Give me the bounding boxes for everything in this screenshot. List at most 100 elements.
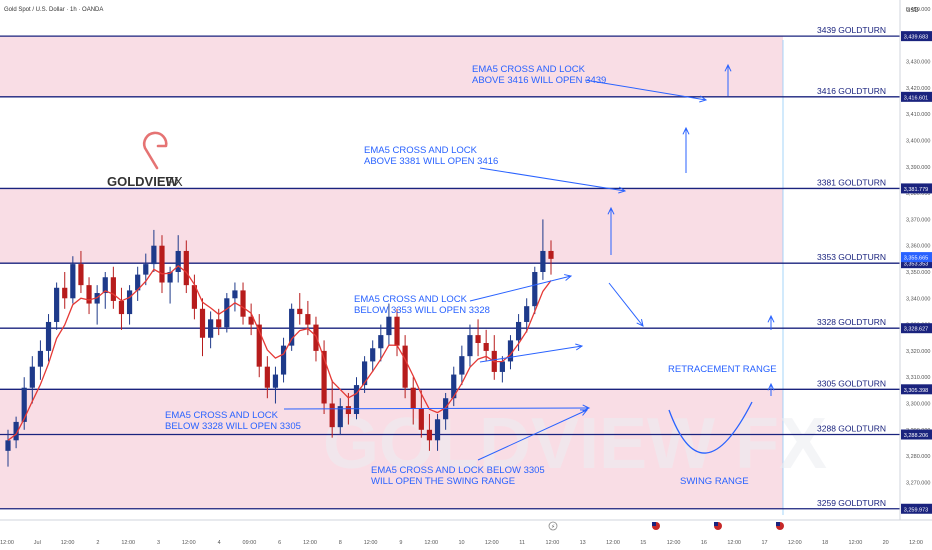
annotation-text: WILL OPEN THE SWING RANGE xyxy=(371,476,515,487)
annotation-text: SWING RANGE xyxy=(680,476,749,487)
arrow xyxy=(607,206,615,255)
x-tick-label: 12:00 xyxy=(727,540,741,546)
arrow-head xyxy=(767,314,775,323)
y-tick-label: 3,350.000 xyxy=(906,270,930,276)
candle-body xyxy=(361,361,368,386)
candle xyxy=(507,335,514,370)
level-label: 3416 GOLDTURN xyxy=(817,86,886,96)
y-tick-label: 3,420.000 xyxy=(906,86,930,92)
candle-body xyxy=(151,245,157,265)
x-tick-label: 12:00 xyxy=(849,540,863,546)
us-flag-icon[interactable] xyxy=(714,522,722,530)
zone-band xyxy=(0,36,783,97)
x-tick-label: 09:00 xyxy=(243,540,257,546)
logo-g-icon xyxy=(142,131,168,170)
candle xyxy=(361,356,368,393)
x-tick-label: 15 xyxy=(640,540,646,546)
us-flag-icon[interactable] xyxy=(776,522,784,530)
arrow xyxy=(608,282,644,327)
candle xyxy=(240,282,246,325)
x-tick-label: 12:00 xyxy=(546,540,560,546)
candle xyxy=(191,274,198,320)
level-label: 3259 GOLDTURN xyxy=(817,498,886,508)
arrow xyxy=(767,314,775,330)
candle xyxy=(78,250,84,294)
candle-body xyxy=(507,340,514,362)
candle-body xyxy=(532,271,538,307)
candle xyxy=(232,282,238,312)
candle-body xyxy=(280,345,287,375)
candle xyxy=(216,308,222,336)
candle-body xyxy=(272,374,279,388)
annotation-text: ABOVE 3416 WILL OPEN 3439 xyxy=(472,75,606,86)
candle xyxy=(451,366,457,407)
x-tick-label: 12:00 xyxy=(424,540,438,546)
candle xyxy=(183,240,189,294)
candle-body xyxy=(135,274,141,291)
candle xyxy=(45,314,52,362)
arrow-head xyxy=(575,343,584,351)
candle xyxy=(337,398,343,436)
candle-body xyxy=(248,316,254,325)
candle xyxy=(353,377,360,420)
candle xyxy=(175,235,181,283)
x-tick-label: 3 xyxy=(157,540,160,546)
candle-body xyxy=(264,366,270,388)
candle-body xyxy=(54,287,60,322)
level-label: 3288 GOLDTURN xyxy=(817,424,886,434)
y-tick-label: 3,310.000 xyxy=(906,375,930,381)
arrow xyxy=(479,343,584,363)
annotation-text: EMA5 CROSS AND LOCK xyxy=(354,294,468,305)
candle-body xyxy=(329,403,335,428)
y-tick-label: 3,400.000 xyxy=(906,138,930,144)
candle xyxy=(386,303,392,346)
candle xyxy=(370,340,376,372)
candle-body xyxy=(240,290,246,317)
x-tick-label: 20 xyxy=(883,540,889,546)
arrow xyxy=(767,382,775,396)
candle-body xyxy=(256,324,262,367)
candle xyxy=(224,293,230,333)
candle-body xyxy=(118,300,125,315)
candle-body xyxy=(29,366,35,388)
candle-body xyxy=(548,250,554,259)
level-axis-badge xyxy=(901,91,932,102)
arrow-shaft xyxy=(479,345,583,363)
price-axis[interactable]: USD 3,260.0003,270.0003,280.0003,290.000… xyxy=(899,0,932,520)
candle xyxy=(418,390,424,438)
axis-currency: USD xyxy=(906,8,919,14)
arrow-head xyxy=(636,319,644,327)
time-axis[interactable]: 12:00 Jul 12:00 2 12:00 3 12:00 4 09:00 6 12:00 8 12… xyxy=(0,519,932,546)
y-tick-label: 3,380.000 xyxy=(906,191,930,197)
candle xyxy=(256,314,262,378)
us-flag-icon[interactable] xyxy=(652,522,660,530)
candle-body xyxy=(78,264,84,286)
annotation-text: EMA5 CROSS AND LOCK BELOW 3305 xyxy=(371,465,545,476)
candle xyxy=(118,287,125,330)
logo-brand: GOLDVIEW xyxy=(107,174,179,189)
lightning-icon[interactable] xyxy=(548,521,558,531)
candle-body xyxy=(345,406,351,415)
x-tick-label: 12:00 xyxy=(909,540,923,546)
candle xyxy=(159,235,165,294)
candle xyxy=(467,324,473,367)
level-axis-label: 3,381.779 xyxy=(904,187,928,193)
candle xyxy=(151,229,157,272)
candle-body xyxy=(45,321,52,351)
y-tick-label: 3,320.000 xyxy=(906,349,930,355)
candle xyxy=(21,377,27,430)
candle xyxy=(5,429,11,467)
candle-body xyxy=(370,348,376,362)
logo-suffix: FX xyxy=(166,174,183,189)
candle-body xyxy=(232,290,238,299)
annotation-text: EMA5 CROSS AND LOCK xyxy=(165,410,279,421)
candle-body xyxy=(5,440,11,451)
candle-body xyxy=(483,343,489,351)
candle xyxy=(272,366,279,404)
candle-body xyxy=(402,345,408,388)
candle xyxy=(524,298,530,333)
arrow-head xyxy=(579,409,589,416)
x-tick-label: 11 xyxy=(519,540,525,546)
candle-body xyxy=(515,321,522,341)
